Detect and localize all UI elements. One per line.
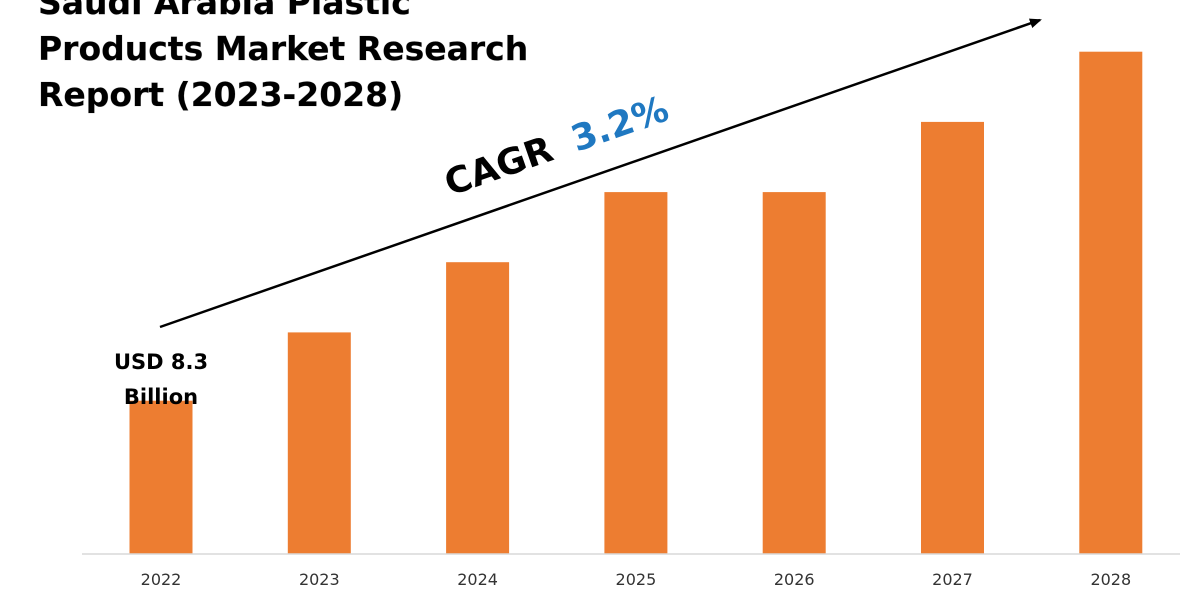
value-label-line-1: USD 8.3	[114, 350, 208, 374]
bar-2023	[287, 332, 351, 554]
chart-title-line-1: Saudi Arabia Plastic	[38, 0, 411, 22]
bar-2027	[921, 121, 984, 555]
x-axis-tick-labels: 2022 2023 2024 2025 2026 2027 2028	[141, 570, 1132, 589]
bar-2022	[129, 400, 193, 554]
x-tick-label-2023: 2023	[299, 570, 340, 589]
bar-2026	[762, 192, 826, 554]
x-tick-label-2027: 2027	[932, 570, 973, 589]
bar-2028	[1079, 51, 1143, 554]
x-tick-label-2025: 2025	[616, 570, 657, 589]
cagr-value: 3.2%	[566, 89, 674, 161]
x-tick-label-2024: 2024	[457, 570, 498, 589]
value-label: USD 8.3 Billion	[114, 350, 208, 409]
x-tick-label-2028: 2028	[1090, 570, 1131, 589]
chart-title: Saudi Arabia Plastic Products Market Res…	[38, 0, 529, 114]
bar-2024	[446, 262, 510, 554]
growth-arrow	[159, 18, 1042, 329]
bar-2025	[604, 192, 668, 554]
x-tick-label-2022: 2022	[141, 570, 182, 589]
chart-title-line-3: Report (2023-2028)	[38, 75, 403, 114]
bars-group	[129, 51, 1143, 555]
x-tick-label-2026: 2026	[774, 570, 815, 589]
value-label-line-2: Billion	[124, 385, 198, 409]
chart-title-line-2: Products Market Research	[38, 29, 528, 68]
cagr-annotation: CAGR 3.2%	[439, 89, 673, 205]
